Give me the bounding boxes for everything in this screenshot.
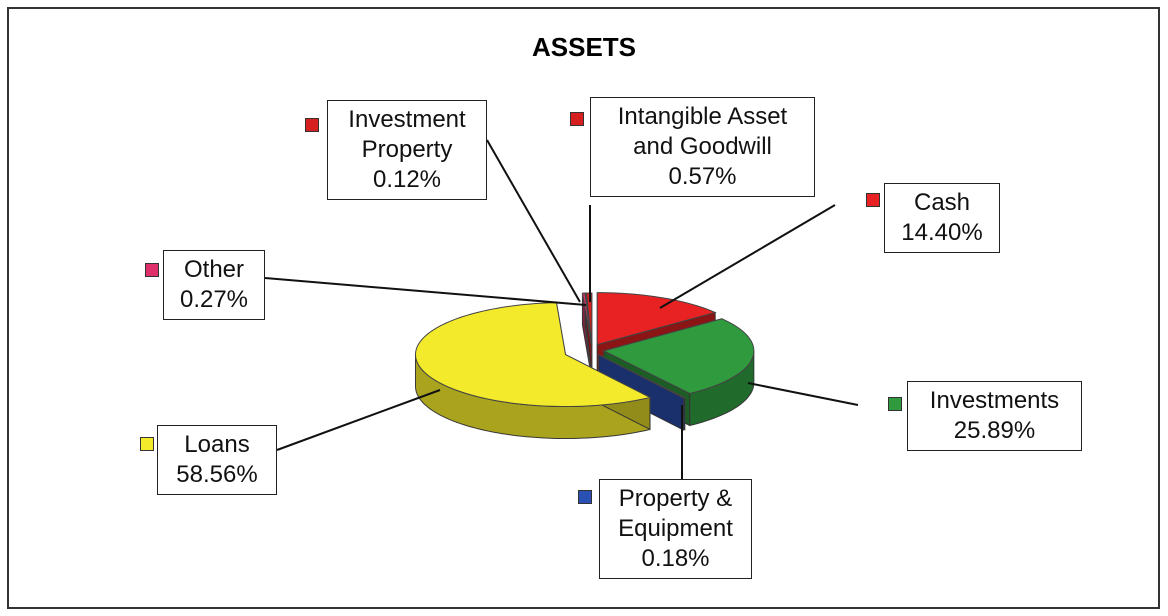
- leader-line: [747, 382, 859, 406]
- data-label: Cash 14.40%: [884, 183, 1000, 253]
- data-label: Loans 58.56%: [157, 425, 277, 495]
- label-value: 0.27%: [179, 286, 249, 313]
- slice: [598, 354, 687, 399]
- slice: [415, 302, 652, 408]
- leader-line: [659, 204, 836, 309]
- label-name: Property & Equipment: [618, 485, 733, 542]
- leader-line: [276, 389, 441, 451]
- data-label: Property & Equipment 0.18%: [599, 479, 752, 579]
- data-label: Intangible Asset and Goodwill 0.57%: [590, 97, 815, 197]
- label-name: Investments: [929, 387, 1060, 414]
- leader-line: [486, 139, 581, 303]
- data-label: Other 0.27%: [163, 250, 265, 320]
- legend-swatch: [140, 437, 154, 451]
- legend-swatch: [888, 397, 902, 411]
- data-label: Investments 25.89%: [907, 381, 1082, 451]
- slice-side-shade: [689, 350, 754, 426]
- slice-side-shade: [415, 354, 651, 439]
- label-value: 14.40%: [901, 219, 983, 246]
- chart-title: ASSETS: [531, 32, 637, 62]
- legend-swatch: [145, 263, 159, 277]
- label-value: 58.56%: [176, 461, 258, 488]
- label-name: Loans: [184, 431, 250, 458]
- legend-swatch: [305, 118, 319, 132]
- label-value: 0.12%: [372, 166, 442, 193]
- legend-swatch: [578, 490, 592, 504]
- label-name: Cash: [913, 189, 971, 216]
- label-value: 0.57%: [668, 163, 737, 190]
- label-name: Investment Property: [348, 106, 466, 163]
- chart-border: [7, 7, 1160, 609]
- legend-swatch: [866, 193, 880, 207]
- label-name: Other: [183, 256, 245, 283]
- slice: [596, 292, 717, 346]
- label-value: 0.18%: [641, 545, 710, 572]
- slice: [602, 318, 755, 395]
- label-value: 25.89%: [953, 417, 1036, 444]
- data-label: Investment Property 0.12%: [327, 100, 487, 200]
- label-name: Intangible Asset and Goodwill: [617, 103, 788, 160]
- leader-line: [264, 277, 587, 306]
- legend-swatch: [570, 112, 584, 126]
